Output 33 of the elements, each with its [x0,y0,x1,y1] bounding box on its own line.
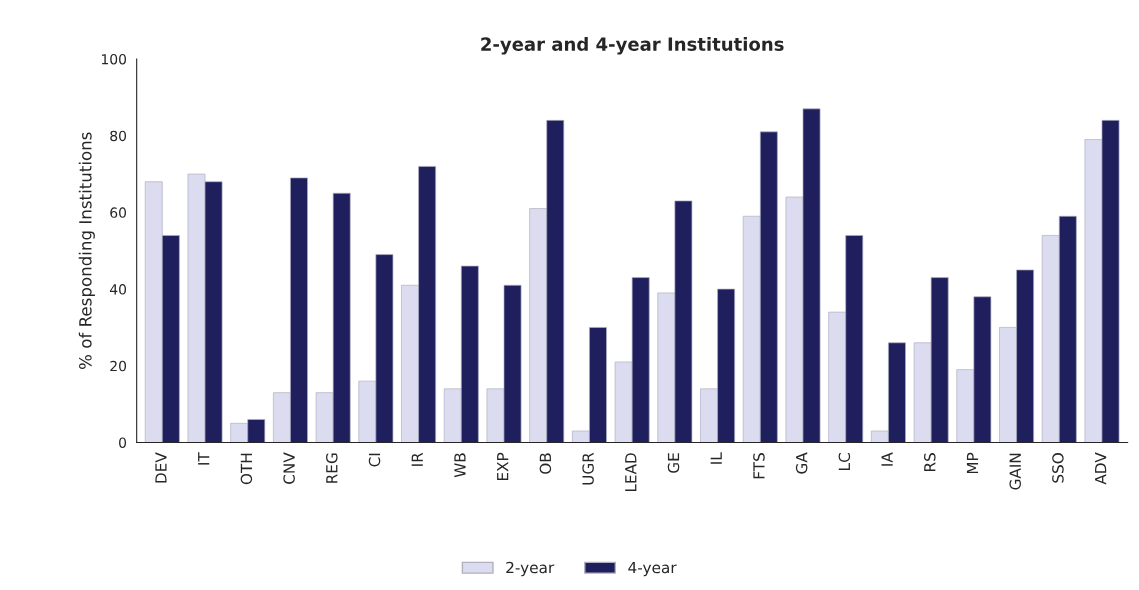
x-tick-label: GA [795,452,808,474]
x-tick-label: WB [454,453,466,478]
x-tick-label: RS [924,453,936,472]
x-tick-label: REG [326,453,338,483]
x-tick-label: EXP [497,452,509,481]
x-tick-label: LEAD [625,453,637,492]
x-tick-label: SSO [1052,453,1064,483]
chart-title: 2-year and 4-year Institutions [481,36,784,55]
y-tick-label: 0 [119,437,127,448]
y-tick-label: 60 [110,207,127,218]
y-tick-label: 80 [110,130,127,142]
x-tick-label: IR [411,452,423,466]
x-tick-label: FTS [753,453,765,479]
legend-label: 2-year [506,561,555,577]
x-tick-label: CI [368,453,381,467]
x-tick-label: CNV [283,452,295,484]
x-tick-label: IA [881,452,893,466]
x-tick-label: UGR [582,452,594,485]
y-tick-label: 100 [101,53,127,65]
y-tick-label: 20 [110,360,127,372]
x-tick-label: IL [710,452,722,464]
x-tick-label: IT [198,452,210,465]
y-axis-title: % of Responding Institutions [78,132,95,369]
x-tick-label: GAIN [1009,453,1021,490]
x-tick-label: ADV [1095,452,1107,485]
x-tick-label: OTH [240,453,253,485]
x-tick-label: OB [539,453,552,474]
x-tick-label: MP [966,452,979,474]
legend-label: 4-year [628,561,677,577]
x-tick-label: DEV [155,452,167,483]
x-tick-label: GE [667,453,680,473]
y-tick-label: 40 [109,284,127,295]
x-tick-label: LC [838,453,851,470]
